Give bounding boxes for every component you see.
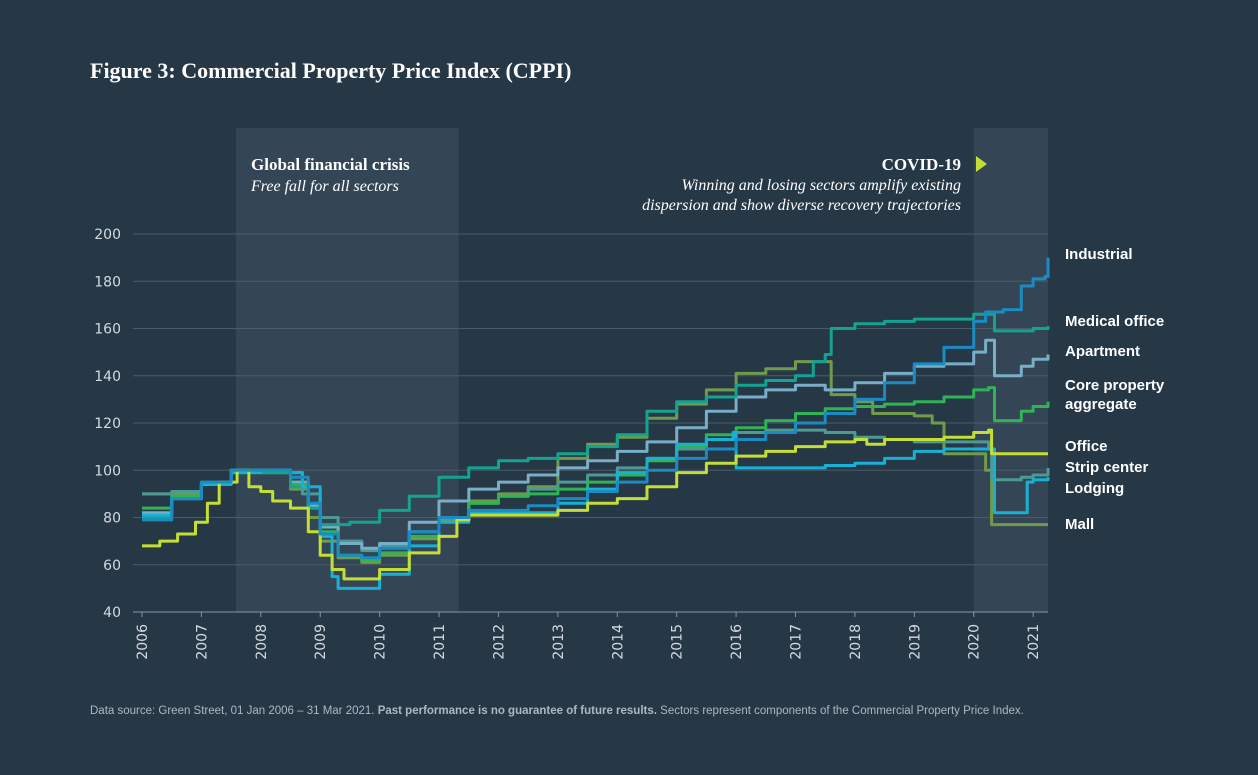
y-tick-100: 100: [94, 463, 121, 479]
y-tick-60: 60: [103, 558, 121, 574]
play-arrow-icon: [976, 156, 987, 172]
x-tick-2008: 2008: [254, 624, 270, 660]
x-tick-2012: 2012: [491, 624, 507, 660]
x-tick-2021: 2021: [1026, 624, 1042, 660]
x-tick-2007: 2007: [194, 624, 210, 660]
legend-lodging: Lodging: [1065, 480, 1124, 497]
footnote-disclaimer: Past performance is no guarantee of futu…: [377, 705, 657, 717]
y-tick-180: 180: [94, 274, 121, 290]
x-tick-2006: 2006: [135, 624, 151, 660]
y-tick-160: 160: [94, 322, 121, 338]
grid-lines: [133, 233, 1048, 613]
x-tick-2015: 2015: [670, 624, 686, 660]
y-tick-80: 80: [103, 511, 121, 527]
legend-apartment: Apartment: [1065, 343, 1140, 360]
legend-mall: Mall: [1065, 516, 1094, 533]
x-tick-2018: 2018: [848, 624, 864, 660]
x-tick-2010: 2010: [373, 624, 389, 660]
legend: Industrial Medical office Apartment Core…: [1065, 246, 1165, 533]
footnote-source: Data source: Green Street, 01 Jan 2006 –…: [90, 705, 378, 717]
series-line-industrial: [142, 257, 1050, 560]
x-tick-2019: 2019: [907, 624, 923, 660]
x-axis-ticks: 2006 2007 2008 2009 2010 2011 2012 2013 2014 2015…: [135, 612, 1042, 660]
legend-medical-office: Medical office: [1065, 313, 1164, 330]
covid-subtitle-line2: dispersion and show diverse recovery tra…: [642, 197, 961, 214]
legend-core-property-aggregate: Core property aggregate: [1065, 377, 1165, 413]
y-tick-120: 120: [94, 416, 121, 432]
legend-office: Office: [1065, 438, 1108, 455]
covid-subtitle-line1: Winning and losing sectors amplify exist…: [681, 177, 961, 194]
gfc-title: Global financial crisis: [251, 155, 410, 174]
y-axis-ticks: 200 180 160 140 120 100 80 60 40: [94, 227, 121, 621]
footnote-note: Sectors represent components of the Comm…: [656, 705, 1024, 717]
x-tick-2011: 2011: [432, 624, 448, 660]
x-tick-2017: 2017: [789, 624, 805, 660]
legend-strip-center: Strip center: [1065, 459, 1149, 476]
footnote: Data source: Green Street, 01 Jan 2006 –…: [90, 705, 1024, 717]
covid-band: [973, 128, 1048, 612]
x-tick-2013: 2013: [551, 624, 567, 660]
y-tick-200: 200: [94, 227, 121, 243]
y-tick-140: 140: [94, 369, 121, 385]
x-tick-2014: 2014: [610, 624, 626, 660]
series-lines: [142, 257, 1050, 590]
figure-title: Figure 3: Commercial Property Price Inde…: [90, 58, 571, 83]
x-tick-2009: 2009: [313, 624, 329, 660]
x-tick-2016: 2016: [729, 624, 745, 660]
x-tick-2020: 2020: [967, 624, 983, 660]
gfc-subtitle: Free fall for all sectors: [250, 178, 399, 195]
y-tick-40: 40: [103, 605, 121, 621]
covid-title: COVID-19: [882, 155, 961, 174]
legend-industrial: Industrial: [1065, 246, 1133, 263]
